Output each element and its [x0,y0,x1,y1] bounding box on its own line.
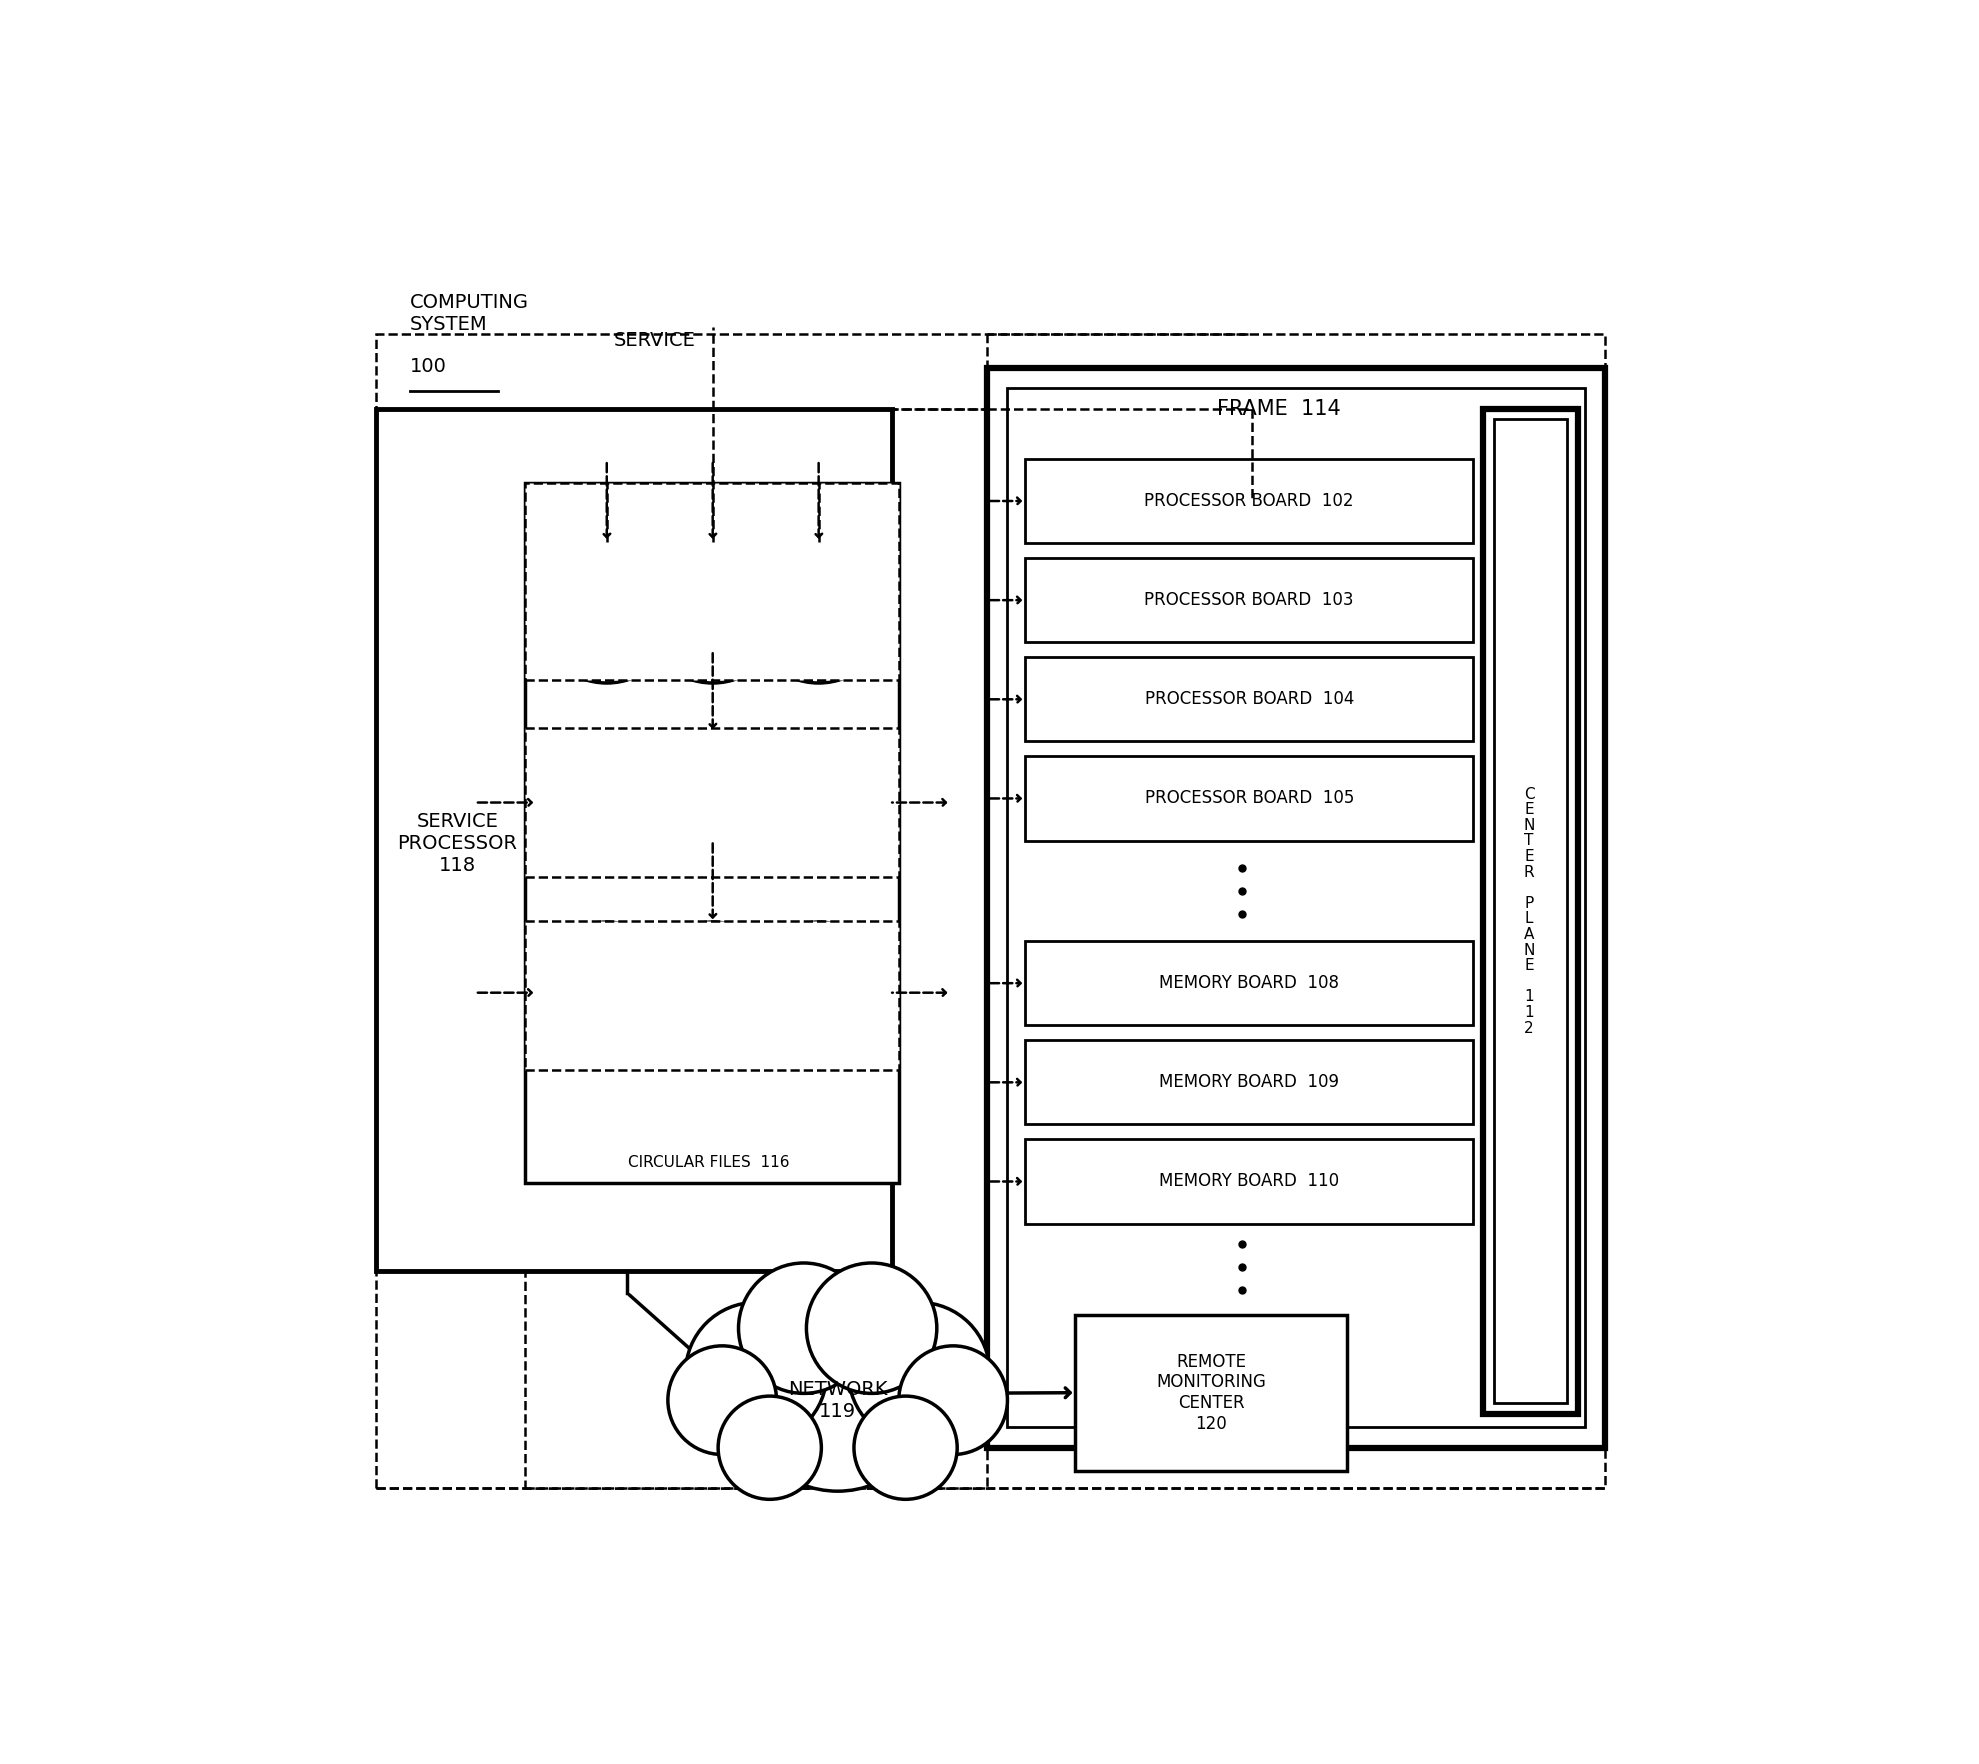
Circle shape [718,1395,821,1499]
Circle shape [641,923,784,1064]
Circle shape [849,1302,990,1443]
Text: MEMORY BOARD  110: MEMORY BOARD 110 [1160,1173,1340,1191]
Polygon shape [524,483,898,681]
Text: REMOTE
MONITORING
CENTER
120: REMOTE MONITORING CENTER 120 [1156,1353,1267,1432]
Circle shape [536,542,677,683]
Text: NETWORK
119: NETWORK 119 [788,1379,887,1420]
Text: CIRCULAR FILES  116: CIRCULAR FILES 116 [627,1155,790,1170]
Circle shape [536,923,677,1064]
Circle shape [805,1263,936,1394]
Polygon shape [1025,757,1472,841]
Circle shape [641,732,784,873]
Text: 100: 100 [410,356,447,376]
Circle shape [536,732,677,873]
Text: PROCESSOR BOARD  103: PROCESSOR BOARD 103 [1144,591,1354,609]
Polygon shape [524,921,898,1071]
Circle shape [855,1395,958,1499]
Circle shape [898,1346,1007,1455]
Circle shape [641,542,784,683]
Circle shape [740,1295,936,1491]
Polygon shape [988,369,1605,1448]
Polygon shape [1494,420,1567,1402]
Polygon shape [376,333,1605,1489]
Circle shape [748,542,889,683]
Text: C
E
N
T
E
R
 
P
L
A
N
E
 
1
1
2: C E N T E R P L A N E 1 1 2 [1524,787,1534,1035]
Circle shape [748,923,889,1064]
Polygon shape [1025,940,1472,1025]
Polygon shape [1025,1140,1472,1224]
Text: COMPUTING
SYSTEM: COMPUTING SYSTEM [410,293,528,333]
Polygon shape [376,409,893,1272]
Polygon shape [1025,658,1472,741]
Text: PROCESSOR BOARD  104: PROCESSOR BOARD 104 [1144,690,1354,709]
Circle shape [748,732,889,873]
Text: MEMORY BOARD  108: MEMORY BOARD 108 [1160,974,1340,991]
Circle shape [685,1302,827,1443]
Polygon shape [1007,388,1585,1427]
Text: SERVICE
PROCESSOR
118: SERVICE PROCESSOR 118 [398,811,517,875]
Polygon shape [524,483,898,1184]
Polygon shape [524,729,898,877]
Circle shape [738,1263,869,1394]
Text: MEMORY BOARD  109: MEMORY BOARD 109 [1160,1073,1340,1092]
Text: PROCESSOR BOARD  102: PROCESSOR BOARD 102 [1144,492,1354,510]
Text: SERVICE: SERVICE [613,332,695,351]
Text: FRAME  114: FRAME 114 [1217,399,1342,418]
Polygon shape [1025,1041,1472,1124]
Polygon shape [1025,557,1472,642]
Text: PROCESSOR BOARD  105: PROCESSOR BOARD 105 [1144,790,1354,808]
Polygon shape [1075,1314,1348,1471]
Polygon shape [1025,459,1472,543]
Polygon shape [524,409,988,1489]
Circle shape [667,1346,776,1455]
Polygon shape [1482,409,1577,1413]
